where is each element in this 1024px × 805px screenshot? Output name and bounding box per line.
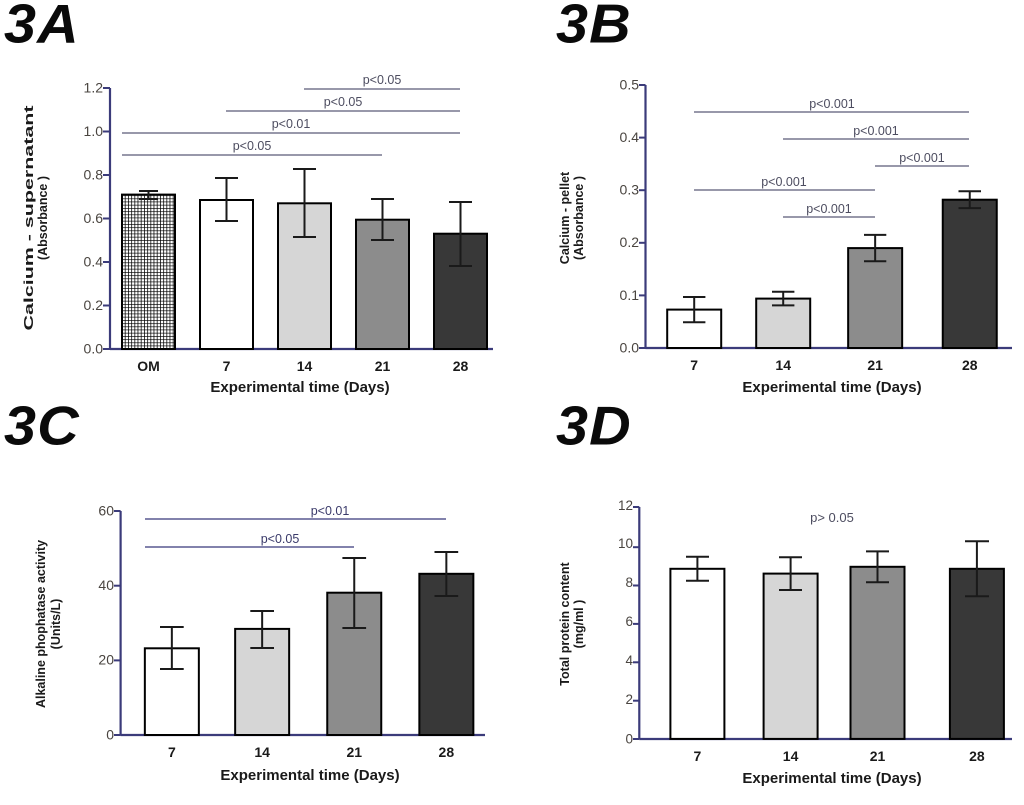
svg-text:0: 0 xyxy=(625,732,633,747)
svg-text:6: 6 xyxy=(625,614,633,629)
svg-text:14: 14 xyxy=(775,357,791,373)
svg-text:p> 0.05: p> 0.05 xyxy=(810,510,854,525)
svg-text:14: 14 xyxy=(254,744,270,760)
svg-text:p<0.05: p<0.05 xyxy=(261,532,300,546)
svg-text:Calcium - supernatant: Calcium - supernatant xyxy=(22,104,36,330)
svg-text:20: 20 xyxy=(98,652,114,668)
svg-text:p<0.001: p<0.001 xyxy=(809,97,855,111)
svg-text:21: 21 xyxy=(867,357,883,373)
svg-text:p<0.001: p<0.001 xyxy=(761,175,807,189)
svg-text:7: 7 xyxy=(168,744,176,760)
svg-text:p<0.001: p<0.001 xyxy=(853,124,899,138)
svg-text:28: 28 xyxy=(439,744,455,760)
svg-text:1.0: 1.0 xyxy=(84,123,104,139)
svg-text:0: 0 xyxy=(106,727,114,743)
svg-text:Experimental time (Days): Experimental time (Days) xyxy=(742,770,921,787)
svg-text:p<0.001: p<0.001 xyxy=(899,151,945,165)
svg-text:0.4: 0.4 xyxy=(84,254,104,270)
svg-text:0.5: 0.5 xyxy=(620,77,640,93)
svg-text:Experimental time (Days): Experimental time (Days) xyxy=(220,767,399,784)
svg-text:0.1: 0.1 xyxy=(620,287,640,303)
svg-text:OM: OM xyxy=(137,358,160,374)
svg-text:Experimental time (Days): Experimental time (Days) xyxy=(742,379,921,396)
svg-text:(Units/L): (Units/L) xyxy=(49,599,63,650)
svg-text:p<0.05: p<0.05 xyxy=(233,139,272,153)
svg-text:28: 28 xyxy=(962,357,978,373)
svg-text:Experimental time (Days): Experimental time (Days) xyxy=(210,379,389,396)
svg-text:p<0.01: p<0.01 xyxy=(311,504,350,518)
svg-text:p<0.05: p<0.05 xyxy=(363,73,402,87)
svg-text:28: 28 xyxy=(969,748,985,764)
svg-text:4: 4 xyxy=(625,653,633,668)
svg-text:2: 2 xyxy=(625,692,633,707)
svg-text:(mg/ml ): (mg/ml ) xyxy=(572,600,586,649)
svg-text:0.2: 0.2 xyxy=(620,234,640,250)
svg-text:(Absorbance ): (Absorbance ) xyxy=(572,176,586,260)
svg-text:7: 7 xyxy=(690,357,698,373)
svg-text:0.0: 0.0 xyxy=(620,340,640,356)
svg-text:0.6: 0.6 xyxy=(84,210,104,226)
svg-text:40: 40 xyxy=(98,577,114,593)
svg-text:8: 8 xyxy=(625,575,633,590)
svg-text:14: 14 xyxy=(297,358,313,374)
svg-text:0.4: 0.4 xyxy=(620,129,640,145)
svg-text:0.0: 0.0 xyxy=(84,341,104,357)
svg-text:1.2: 1.2 xyxy=(84,80,104,96)
svg-text:0.8: 0.8 xyxy=(84,167,104,183)
svg-text:12: 12 xyxy=(618,498,633,513)
svg-text:p<0.05: p<0.05 xyxy=(324,95,363,109)
svg-text:10: 10 xyxy=(618,536,633,551)
svg-text:14: 14 xyxy=(783,748,799,764)
svg-text:7: 7 xyxy=(223,358,231,374)
svg-text:60: 60 xyxy=(98,503,114,519)
svg-text:21: 21 xyxy=(870,748,886,764)
svg-text:21: 21 xyxy=(346,744,362,760)
svg-text:0.3: 0.3 xyxy=(620,182,640,198)
svg-text:21: 21 xyxy=(375,358,391,374)
svg-text:Total protein content: Total protein content xyxy=(558,561,572,685)
svg-text:(Absorbance ): (Absorbance ) xyxy=(36,176,50,260)
svg-text:p<0.01: p<0.01 xyxy=(272,117,311,131)
svg-text:28: 28 xyxy=(453,358,469,374)
svg-text:Calcium - pellet: Calcium - pellet xyxy=(558,171,572,264)
svg-text:7: 7 xyxy=(694,748,702,764)
svg-text:0.2: 0.2 xyxy=(84,297,104,313)
svg-text:Alkaline phophatase activity: Alkaline phophatase activity xyxy=(34,540,48,708)
svg-text:p<0.001: p<0.001 xyxy=(806,202,852,216)
